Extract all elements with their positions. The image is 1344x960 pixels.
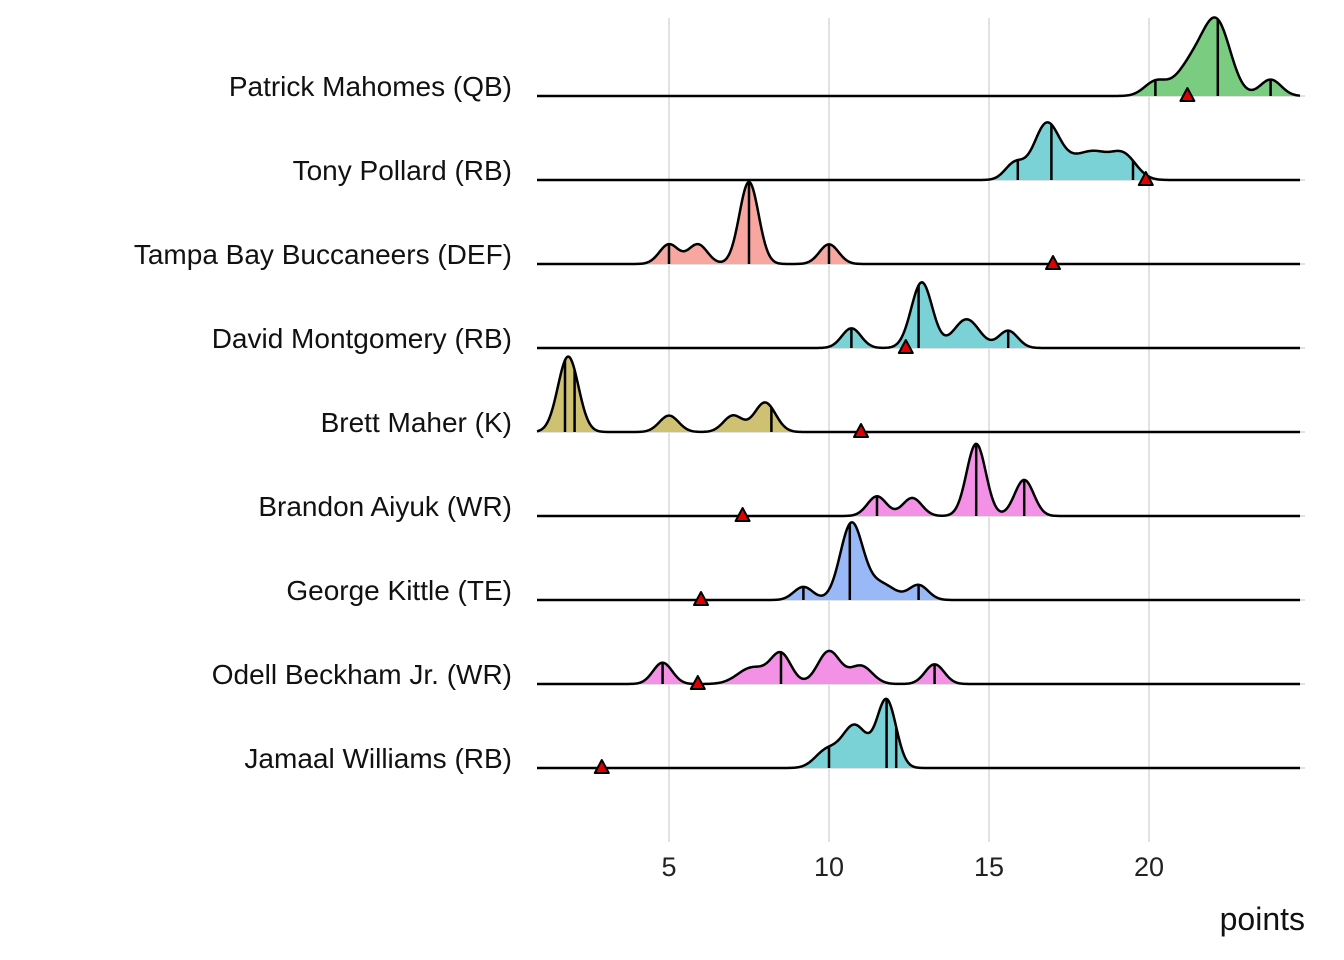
- x-tick-label: 5: [661, 852, 676, 882]
- actual-points-marker: [1045, 255, 1061, 270]
- density-area: [537, 443, 1300, 516]
- y-label-player: Brandon Aiyuk (WR): [258, 491, 512, 522]
- density-line: [537, 281, 1300, 350]
- ridges: [536, 16, 1301, 774]
- actual-points-marker: [1137, 171, 1154, 186]
- density-area: [537, 182, 1300, 264]
- y-axis-labels: Patrick Mahomes (QB) Tony Pollard (RB) Tam…: [134, 71, 512, 774]
- density-line: [537, 649, 1300, 686]
- y-label-player: David Montgomery (RB): [212, 323, 512, 354]
- x-axis-ticks: 5 10 15 20: [661, 852, 1164, 882]
- density-line: [537, 16, 1301, 98]
- density-line: [537, 121, 1300, 182]
- density-area: [537, 122, 1300, 180]
- actual-points-marker: [693, 591, 709, 606]
- density-line: [536, 355, 1300, 434]
- y-label-player: Jamaal Williams (RB): [244, 743, 512, 774]
- actual-points-marker: [853, 423, 869, 438]
- x-tick-label: 10: [814, 852, 844, 882]
- x-tick-label: 15: [974, 852, 1004, 882]
- density-area: [537, 698, 1300, 768]
- density-line: [537, 697, 1300, 770]
- y-label-player: Brett Maher (K): [321, 407, 512, 438]
- actual-points-marker: [593, 759, 610, 774]
- y-label-player: Tony Pollard (RB): [293, 155, 512, 186]
- actual-points-marker: [689, 675, 706, 690]
- density-line: [537, 442, 1300, 518]
- actual-points-marker: [1179, 87, 1196, 102]
- density-area: [537, 356, 1300, 432]
- y-label-player: Odell Beckham Jr. (WR): [212, 659, 512, 690]
- x-axis-title: points: [1220, 901, 1305, 937]
- density-area: [537, 17, 1300, 97]
- density-line: [537, 520, 1300, 602]
- actual-points-marker: [897, 339, 914, 354]
- actual-points-marker: [734, 507, 751, 522]
- density-line: [537, 180, 1300, 266]
- x-tick-label: 20: [1134, 852, 1164, 882]
- y-label-player: Tampa Bay Buccaneers (DEF): [134, 239, 512, 270]
- y-label-player: George Kittle (TE): [286, 575, 512, 606]
- y-label-player: Patrick Mahomes (QB): [229, 71, 512, 102]
